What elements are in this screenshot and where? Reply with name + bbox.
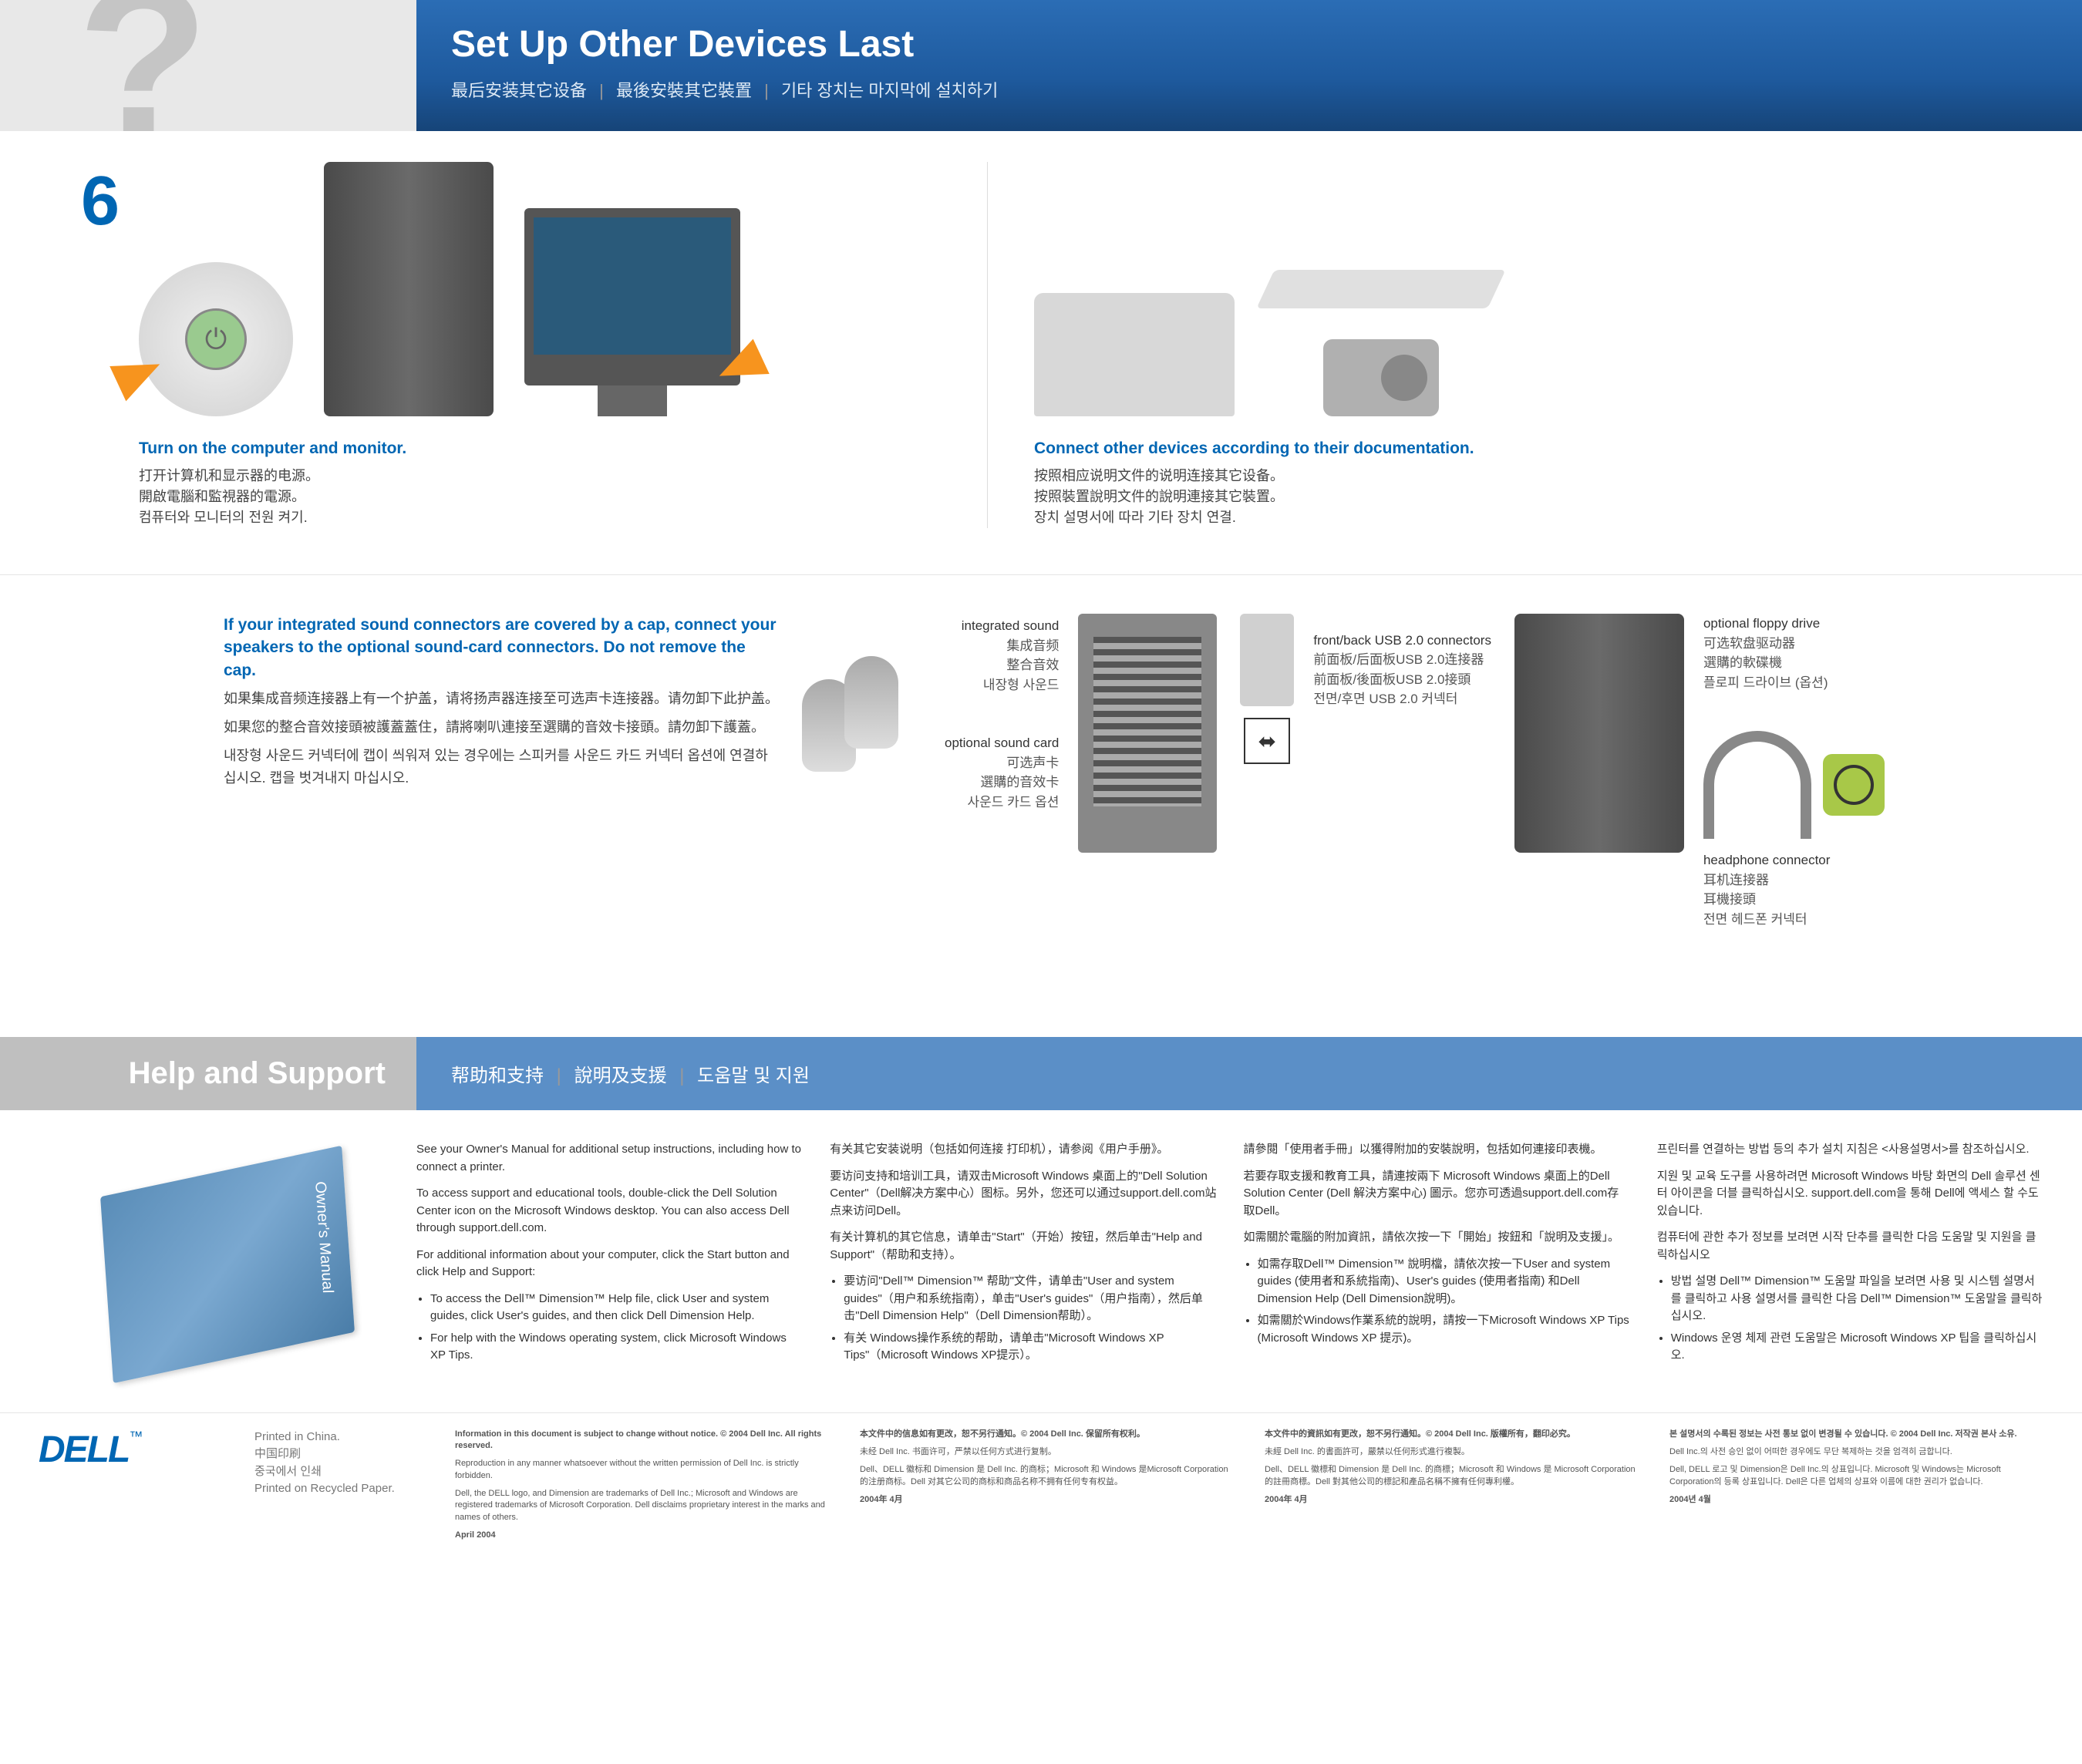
diagram-row: If your integrated sound connectors are … [224,614,2043,968]
footer-legal: Information in this document is subject … [455,1429,2043,1548]
sound-labels: integrated sound 集成音频 整合音效 내장형 사운드 optio… [945,616,1059,850]
power-button-illustration: ⏻ [139,262,293,416]
front-labels: optional floppy drive 可选软盘驱动器 選購的軟碟機 플로피… [1703,614,1885,968]
top-banner: Set Up Other Devices Last 最后安装其它设备 | 最後安… [0,0,2082,131]
help-subtitle: 帮助和支持 | 說明及支援 | 도움말 및 지원 [451,1060,810,1087]
monitor-illustration [524,208,740,416]
tower-front-illustration [1514,614,1684,853]
camera-illustration [1323,339,1439,416]
mp3-illustration [1823,754,1885,816]
diagram-note-block: If your integrated sound connectors are … [224,614,779,789]
usb-icon: ⬌ [1244,718,1290,764]
scanner-illustration [1256,270,1505,308]
help-title: Help and Support [129,1056,386,1091]
usb-label: front/back USB 2.0 connectors 前面板/后面板USB… [1313,631,1491,748]
divider: | [760,81,773,100]
help-columns: See your Owner's Manual for additional s… [416,1141,2043,1374]
step-number: 6 [39,162,139,528]
flash-drive-illustration [1240,614,1294,706]
legal-en: Information in this document is subject … [455,1429,829,1548]
headphone-label: headphone connector 耳机连接器 耳機接頭 전면 헤드폰 커넥… [1703,850,1885,929]
tower-illustration [324,162,494,416]
subtitle-cn-simp: 最后安装其它设备 [451,81,587,100]
banner-subtitle: 最后安装其它设备 | 最後安裝其它裝置 | 기타 장치는 마지막에 설치하기 [451,77,2047,102]
usb-tower-diagram: ⬌ front/back USB 2.0 connectors 前面板/后面板U… [1240,614,1491,764]
trademark: ™ [129,1429,143,1444]
step6-right-cn-trad: 按照裝置說明文件的說明連接其它裝置。 [1034,486,2043,507]
step6-right-ko: 장치 설명서에 따라 기타 장치 연결. [1034,507,2043,528]
scanner-camera-group [1265,270,1497,416]
step6-content: ⏻ Turn on the computer and monitor. 打开计算… [139,162,2043,528]
legal-cn-trad: 本文件中的資訊如有更改，恕不另行通知。© 2004 Dell Inc. 版權所有… [1265,1429,1639,1548]
dell-logo-box: DELL™ [39,1429,254,1471]
optional-sound-label: optional sound card 可选声卡 選購的音效卡 사운드 카드 옵… [945,733,1059,812]
step6-left-panel: ⏻ Turn on the computer and monitor. 打开计算… [139,162,987,528]
step6-left-cn-simp: 打开计算机和显示器的电源。 [139,466,987,486]
diagram-note-cn-simp: 如果集成音频连接器上有一个护盖，请将扬声器连接至可选声卡连接器。请勿卸下此护盖。 [224,688,779,710]
help-banner: Help and Support 帮助和支持 | 說明及支援 | 도움말 및 지… [0,1037,2082,1110]
printed-info: Printed in China. 中国印刷 중국에서 인쇄 Printed o… [254,1429,455,1498]
diagram-note-ko: 내장형 사운드 커넥터에 캡이 씌워져 있는 경우에는 스피커를 사운드 카드 … [224,745,779,789]
power-on-illustrations: ⏻ [139,162,987,416]
footer: DELL™ Printed in China. 中国印刷 중국에서 인쇄 Pri… [0,1412,2082,1579]
legal-cn-simp: 本文件中的信息如有更改，恕不另行通知。© 2004 Dell Inc. 保留所有… [860,1429,1234,1548]
help-content: See your Owner's Manual for additional s… [0,1110,2082,1412]
subtitle-ko: 기타 장치는 마지막에 설치하기 [781,81,998,100]
audio-devices [1703,731,1885,839]
printer-illustration [1034,293,1235,416]
help-col-en: See your Owner's Manual for additional s… [416,1141,803,1374]
subtitle-cn-trad: 最後安裝其它裝置 [616,81,752,100]
diagram-note-cn-trad: 如果您的整合音效接頭被護蓋蓋住，請將喇叭連接至選購的音效卡接頭。請勿卸下護蓋。 [224,716,779,739]
step6-left-title: Turn on the computer and monitor. [139,439,987,458]
diagram-note-title: If your integrated sound connectors are … [224,614,779,682]
step6-right-cn-simp: 按照相应说明文件的说明连接其它设备。 [1034,466,2043,486]
step6-right-panel: Connect other devices according to their… [987,162,2043,528]
help-col-cn-simp: 有关其它安装说明（包括如何连接 打印机），请参阅《用户手册》。 要访问支持和培训… [830,1141,1216,1374]
legal-ko: 본 설명서의 수록된 정보는 사전 통보 없이 변경될 수 있습니다. © 20… [1669,1429,2043,1548]
headphones-illustration [1703,731,1811,839]
dell-logo: DELL [39,1429,129,1470]
diagram-section: If your integrated sound connectors are … [0,574,2082,1014]
question-mark-graphic [0,0,416,131]
help-col-ko: 프린터를 연결하는 방법 등의 추가 설치 지침은 <사용설명서>를 참조하십시… [1657,1141,2043,1374]
step6-right-title: Connect other devices according to their… [1034,439,2043,458]
manual-image-box [39,1141,416,1374]
step6-left-cn-trad: 開啟電腦和監視器的電源。 [139,486,987,507]
floppy-label: optional floppy drive 可选软盘驱动器 選購的軟碟機 플로피… [1703,614,1885,692]
help-col-cn-trad: 請參閱「使用者手冊」以獲得附加的安裝說明，包括如何連接印表機。 若要存取支援和教… [1244,1141,1630,1374]
front-tower-diagram: optional floppy drive 可选软盘驱动器 選購的軟碟機 플로피… [1514,614,1885,968]
integrated-sound-label: integrated sound 集成音频 整合音效 내장형 사운드 [945,616,1059,695]
help-gray-box: Help and Support [0,1037,416,1110]
usb-device-group: ⬌ [1240,614,1294,764]
banner-title: Set Up Other Devices Last [451,23,2047,66]
tower-back-illustration [1078,614,1217,853]
help-blue-box: 帮助和支持 | 說明及支援 | 도움말 및 지원 [416,1037,2082,1110]
other-devices-illustrations [1034,162,2043,416]
divider: | [595,81,608,100]
blue-banner: Set Up Other Devices Last 最后安装其它设备 | 最後安… [416,0,2082,131]
step-6-section: 6 ⏻ Turn on the computer and monitor. 打开… [0,131,2082,574]
owners-manual-illustration [100,1146,355,1383]
speakers-tower-diagram: integrated sound 集成音频 整合音效 내장형 사운드 optio… [802,614,1217,853]
step6-left-ko: 컴퓨터와 모니터의 전원 켜기. [139,507,987,528]
speakers-illustration [802,656,925,810]
